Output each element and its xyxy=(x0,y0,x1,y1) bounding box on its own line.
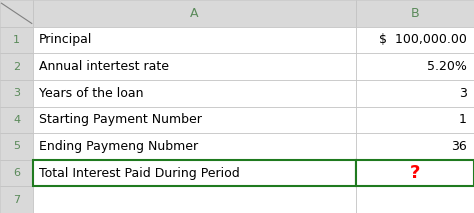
Bar xyxy=(0,53,33,80)
Bar xyxy=(356,106,474,133)
Bar xyxy=(356,160,474,186)
Bar xyxy=(356,133,474,160)
Bar xyxy=(0,0,33,27)
Text: Annual intertest rate: Annual intertest rate xyxy=(39,60,169,73)
Bar xyxy=(356,186,474,213)
Text: Principal: Principal xyxy=(39,33,92,46)
Text: 4: 4 xyxy=(13,115,20,125)
Bar xyxy=(33,133,356,160)
Text: 2: 2 xyxy=(13,62,20,72)
Text: Starting Payment Number: Starting Payment Number xyxy=(39,113,202,126)
Text: 7: 7 xyxy=(13,195,20,205)
Bar xyxy=(0,106,33,133)
Text: 36: 36 xyxy=(451,140,467,153)
Bar xyxy=(0,80,33,106)
Bar xyxy=(0,27,33,53)
Bar xyxy=(0,160,33,186)
Bar xyxy=(356,0,474,27)
Text: B: B xyxy=(410,7,419,20)
Text: Ending Paymeng Nubmer: Ending Paymeng Nubmer xyxy=(39,140,198,153)
Text: Years of the loan: Years of the loan xyxy=(39,87,143,100)
Text: 6: 6 xyxy=(13,168,20,178)
Bar xyxy=(33,0,356,27)
Text: 3: 3 xyxy=(13,88,20,98)
Bar xyxy=(33,186,356,213)
Text: A: A xyxy=(190,7,199,20)
Text: 1: 1 xyxy=(459,113,467,126)
Text: 5: 5 xyxy=(13,141,20,151)
Bar xyxy=(33,160,356,186)
Text: 1: 1 xyxy=(13,35,20,45)
Bar xyxy=(0,133,33,160)
Bar xyxy=(356,27,474,53)
Bar xyxy=(356,53,474,80)
Text: 5.20%: 5.20% xyxy=(427,60,467,73)
Bar xyxy=(0,186,33,213)
Text: 3: 3 xyxy=(459,87,467,100)
Bar xyxy=(33,106,356,133)
Text: Total Interest Paid During Period: Total Interest Paid During Period xyxy=(39,167,240,180)
Bar xyxy=(356,80,474,106)
Text: $  100,000.00: $ 100,000.00 xyxy=(379,33,467,46)
Bar xyxy=(33,27,356,53)
Text: ?: ? xyxy=(410,164,420,182)
Bar xyxy=(33,53,356,80)
Bar xyxy=(33,80,356,106)
